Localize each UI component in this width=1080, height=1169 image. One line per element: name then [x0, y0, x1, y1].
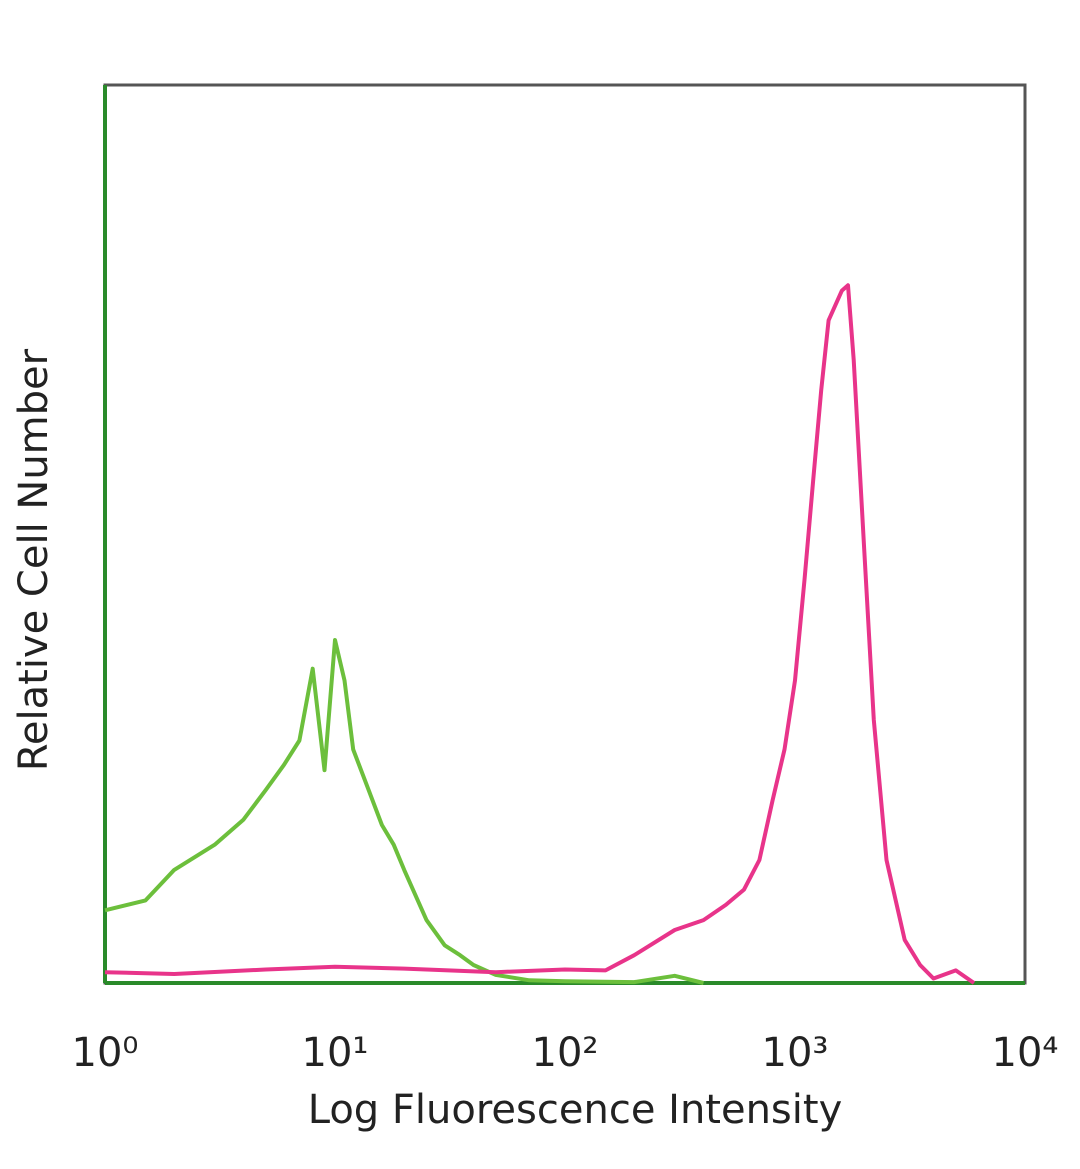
- x-tick-label: 10⁴: [992, 1030, 1059, 1076]
- x-tick-label: 10³: [762, 1030, 829, 1076]
- histogram-line: [104, 638, 704, 985]
- y-axis-label: Relative Cell Number: [11, 348, 57, 771]
- x-tick-label: 10²: [532, 1030, 599, 1076]
- x-axis-label: Log Fluorescence Intensity: [308, 1087, 843, 1133]
- x-tick-label: 10⁰: [72, 1030, 139, 1076]
- histogram-line: [104, 283, 976, 985]
- x-tick-label: 10¹: [302, 1030, 369, 1076]
